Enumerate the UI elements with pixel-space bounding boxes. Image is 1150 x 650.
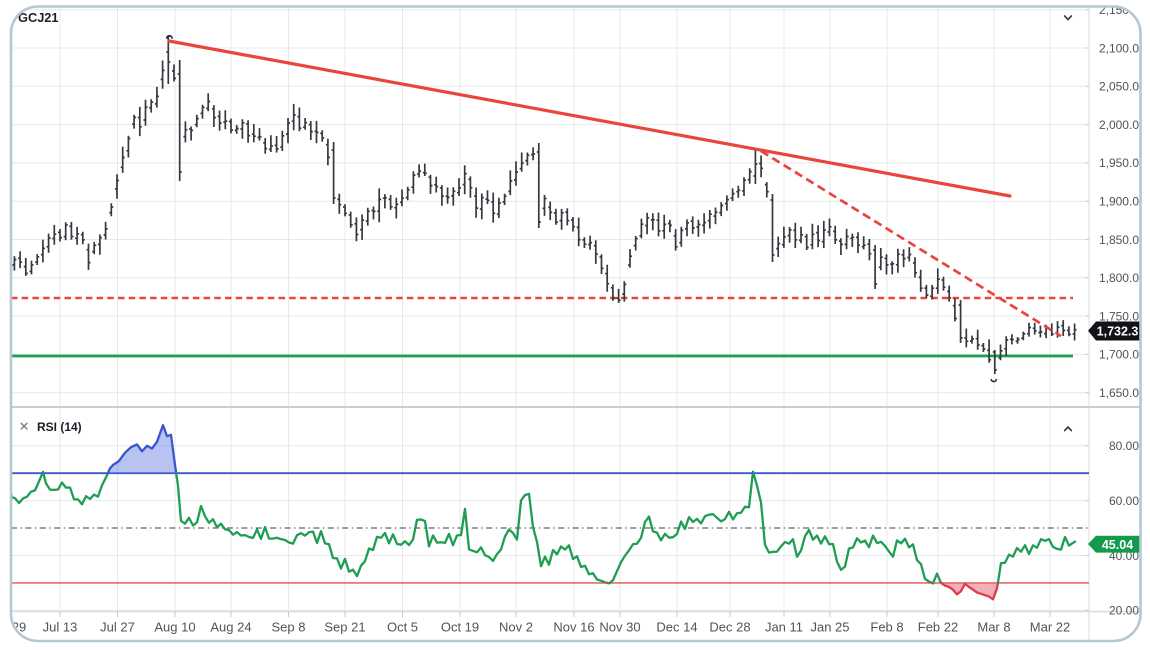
svg-text:Jan 11: Jan 11 [765,620,803,635]
svg-text:Feb 8: Feb 8 [870,620,903,635]
svg-text:Mar 8: Mar 8 [977,620,1010,635]
svg-text:80.00: 80.00 [1109,439,1139,453]
svg-text:Nov 30: Nov 30 [599,620,640,635]
svg-text:Feb 22: Feb 22 [918,620,958,635]
svg-text:Mar 22: Mar 22 [1030,620,1070,635]
svg-text:2,000.0: 2,000.0 [1099,118,1139,132]
svg-text:1,850.0: 1,850.0 [1099,233,1139,247]
svg-text:1,900.0: 1,900.0 [1099,195,1139,209]
svg-text:Aug 24: Aug 24 [210,620,251,635]
svg-text:1,950.0: 1,950.0 [1099,156,1139,170]
svg-text:2,050.0: 2,050.0 [1099,80,1139,94]
svg-text:1,650.0: 1,650.0 [1099,386,1139,400]
svg-text:Jul 27: Jul 27 [100,620,135,635]
svg-text:2,150.0: 2,150.0 [1099,3,1139,17]
svg-text:1,700.0: 1,700.0 [1099,348,1139,362]
svg-text:Jul 13: Jul 13 [43,620,78,635]
svg-text:2,100.0: 2,100.0 [1099,41,1139,55]
svg-text:Nov 16: Nov 16 [553,620,594,635]
svg-text:45.04: 45.04 [1102,538,1133,552]
svg-text:RSI (14): RSI (14) [37,420,82,434]
svg-text:Dec 28: Dec 28 [709,620,750,635]
svg-text:Oct 19: Oct 19 [441,620,479,635]
svg-text:1,732.3: 1,732.3 [1097,325,1139,339]
svg-text:Oct 5: Oct 5 [387,620,418,635]
svg-text:1,750.0: 1,750.0 [1099,309,1139,323]
svg-text:GCJ21: GCJ21 [18,10,59,25]
svg-text:1,800.0: 1,800.0 [1099,271,1139,285]
svg-text:Aug 10: Aug 10 [154,620,195,635]
svg-text:Sep 8: Sep 8 [272,620,306,635]
svg-text:Jan 25: Jan 25 [810,620,849,635]
svg-text:Sep 21: Sep 21 [324,620,365,635]
svg-text:Dec 14: Dec 14 [656,620,697,635]
svg-text:Nov 2: Nov 2 [499,620,533,635]
svg-text:20.00: 20.00 [1109,604,1139,618]
svg-text:60.00: 60.00 [1109,494,1139,508]
